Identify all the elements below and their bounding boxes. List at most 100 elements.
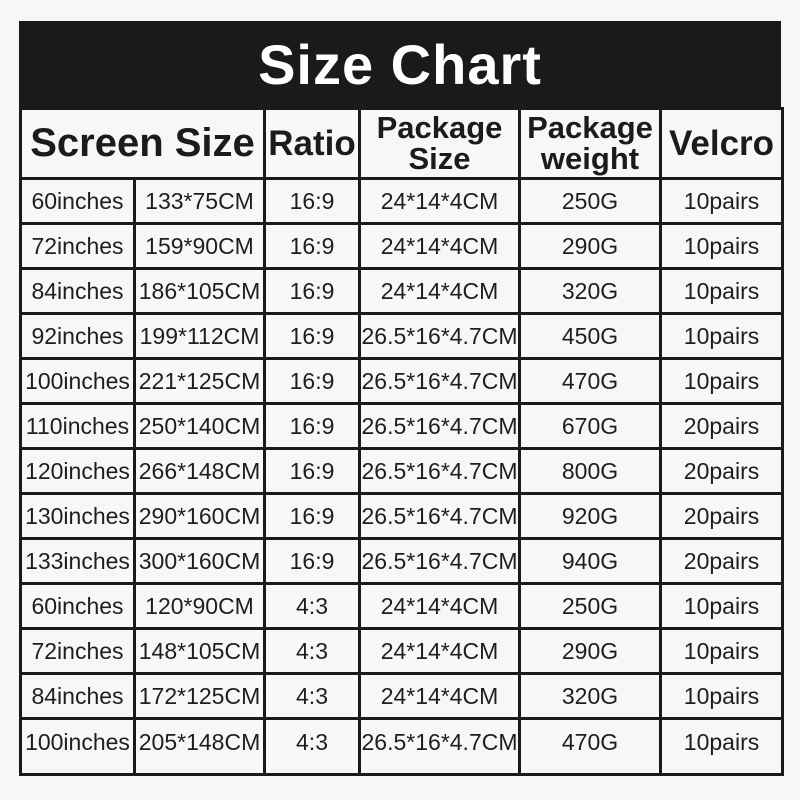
cell-screen-inches: 60inches [19,177,136,225]
table-row: 72inches 159*90CM 16:9 24*14*4CM 290G 10… [19,222,785,270]
cell-ratio: 16:9 [263,537,362,585]
cell-screen-inches: 100inches [19,357,136,405]
cell-package-weight: 920G [518,492,663,540]
cell-screen-cm: 199*112CM [132,312,267,360]
cell-velcro: 10pairs [659,582,785,630]
table-row: 92inches 199*112CM 16:9 26.5*16*4.7CM 45… [19,312,785,360]
table-row: 60inches 133*75CM 16:9 24*14*4CM 250G 10… [19,177,785,225]
cell-package-size: 26.5*16*4.7CM [358,492,522,540]
cell-screen-inches: 130inches [19,492,136,540]
table-row: 84inches 172*125CM 4:3 24*14*4CM 320G 10… [19,672,785,720]
col-header-package-size-line1: Package [376,110,503,146]
cell-ratio: 16:9 [263,177,362,225]
cell-ratio: 16:9 [263,312,362,360]
cell-velcro: 10pairs [659,312,785,360]
cell-ratio: 16:9 [263,267,362,315]
cell-package-weight: 320G [518,267,663,315]
table-row: 100inches 205*148CM 4:3 26.5*16*4.7CM 47… [19,717,785,776]
cell-ratio: 16:9 [263,222,362,270]
table-row: 110inches 250*140CM 16:9 26.5*16*4.7CM 6… [19,402,785,450]
cell-velcro: 10pairs [659,177,785,225]
size-chart-title: Size Chart [258,32,542,96]
cell-velcro: 10pairs [659,717,785,776]
cell-package-size: 26.5*16*4.7CM [358,312,522,360]
cell-screen-inches: 84inches [19,267,136,315]
cell-ratio: 4:3 [263,582,362,630]
cell-package-size: 24*14*4CM [358,582,522,630]
cell-velcro: 20pairs [659,492,785,540]
cell-screen-inches: 92inches [19,312,136,360]
cell-package-size: 24*14*4CM [358,222,522,270]
cell-ratio: 16:9 [263,357,362,405]
cell-screen-inches: 84inches [19,672,136,720]
cell-screen-inches: 60inches [19,582,136,630]
cell-package-weight: 470G [518,717,663,776]
cell-screen-inches: 100inches [19,717,136,776]
cell-package-size: 26.5*16*4.7CM [358,717,522,776]
cell-package-size: 26.5*16*4.7CM [358,402,522,450]
cell-package-weight: 670G [518,402,663,450]
table-row: 84inches 186*105CM 16:9 24*14*4CM 320G 1… [19,267,785,315]
cell-package-weight: 250G [518,582,663,630]
cell-package-size: 24*14*4CM [358,267,522,315]
cell-screen-cm: 148*105CM [132,627,267,675]
cell-screen-cm: 159*90CM [132,222,267,270]
cell-ratio: 16:9 [263,402,362,450]
cell-screen-cm: 266*148CM [132,447,267,495]
cell-screen-cm: 250*140CM [132,402,267,450]
size-chart-title-bar: Size Chart [19,21,781,107]
cell-screen-inches: 120inches [19,447,136,495]
cell-package-weight: 940G [518,537,663,585]
col-header-package-weight-line1: Package [527,110,653,146]
cell-package-size: 26.5*16*4.7CM [358,447,522,495]
cell-screen-inches: 110inches [19,402,136,450]
cell-screen-inches: 133inches [19,537,136,585]
size-chart-table: Screen Size Ratio Package Size Package w… [18,107,785,776]
cell-screen-cm: 290*160CM [132,492,267,540]
cell-screen-cm: 205*148CM [132,717,267,776]
col-header-package-weight: Package weight [518,107,663,180]
cell-screen-cm: 133*75CM [132,177,267,225]
cell-screen-cm: 300*160CM [132,537,267,585]
cell-velcro: 20pairs [659,402,785,450]
cell-package-size: 24*14*4CM [358,627,522,675]
col-header-velcro: Velcro [659,107,785,180]
col-header-package-size: Package Size [358,107,522,180]
table-row: 133inches 300*160CM 16:9 26.5*16*4.7CM 9… [19,537,785,585]
cell-ratio: 4:3 [263,672,362,720]
cell-package-weight: 800G [518,447,663,495]
cell-velcro: 10pairs [659,627,785,675]
cell-velcro: 10pairs [659,672,785,720]
cell-package-weight: 250G [518,177,663,225]
cell-ratio: 4:3 [263,717,362,776]
col-header-package-weight-line2: weight [540,140,640,176]
cell-screen-cm: 221*125CM [132,357,267,405]
cell-screen-inches: 72inches [19,222,136,270]
table-row: 100inches 221*125CM 16:9 26.5*16*4.7CM 4… [19,357,785,405]
cell-package-weight: 320G [518,672,663,720]
cell-velcro: 10pairs [659,357,785,405]
col-header-ratio: Ratio [263,107,362,180]
cell-ratio: 16:9 [263,447,362,495]
cell-ratio: 4:3 [263,627,362,675]
cell-screen-cm: 172*125CM [132,672,267,720]
table-row: 120inches 266*148CM 16:9 26.5*16*4.7CM 8… [19,447,785,495]
cell-package-weight: 290G [518,222,663,270]
cell-velcro: 20pairs [659,537,785,585]
cell-velcro: 20pairs [659,447,785,495]
cell-velcro: 10pairs [659,222,785,270]
cell-package-weight: 290G [518,627,663,675]
col-header-package-size-line2: Size [408,140,471,176]
cell-package-size: 24*14*4CM [358,672,522,720]
cell-screen-cm: 120*90CM [132,582,267,630]
cell-screen-inches: 72inches [19,627,136,675]
cell-screen-cm: 186*105CM [132,267,267,315]
col-header-screen-size: Screen Size [18,107,267,180]
cell-package-size: 26.5*16*4.7CM [358,357,522,405]
cell-package-weight: 450G [518,312,663,360]
cell-velcro: 10pairs [659,267,785,315]
table-row: 130inches 290*160CM 16:9 26.5*16*4.7CM 9… [19,492,785,540]
cell-ratio: 16:9 [263,492,362,540]
cell-package-weight: 470G [518,357,663,405]
cell-package-size: 24*14*4CM [358,177,522,225]
